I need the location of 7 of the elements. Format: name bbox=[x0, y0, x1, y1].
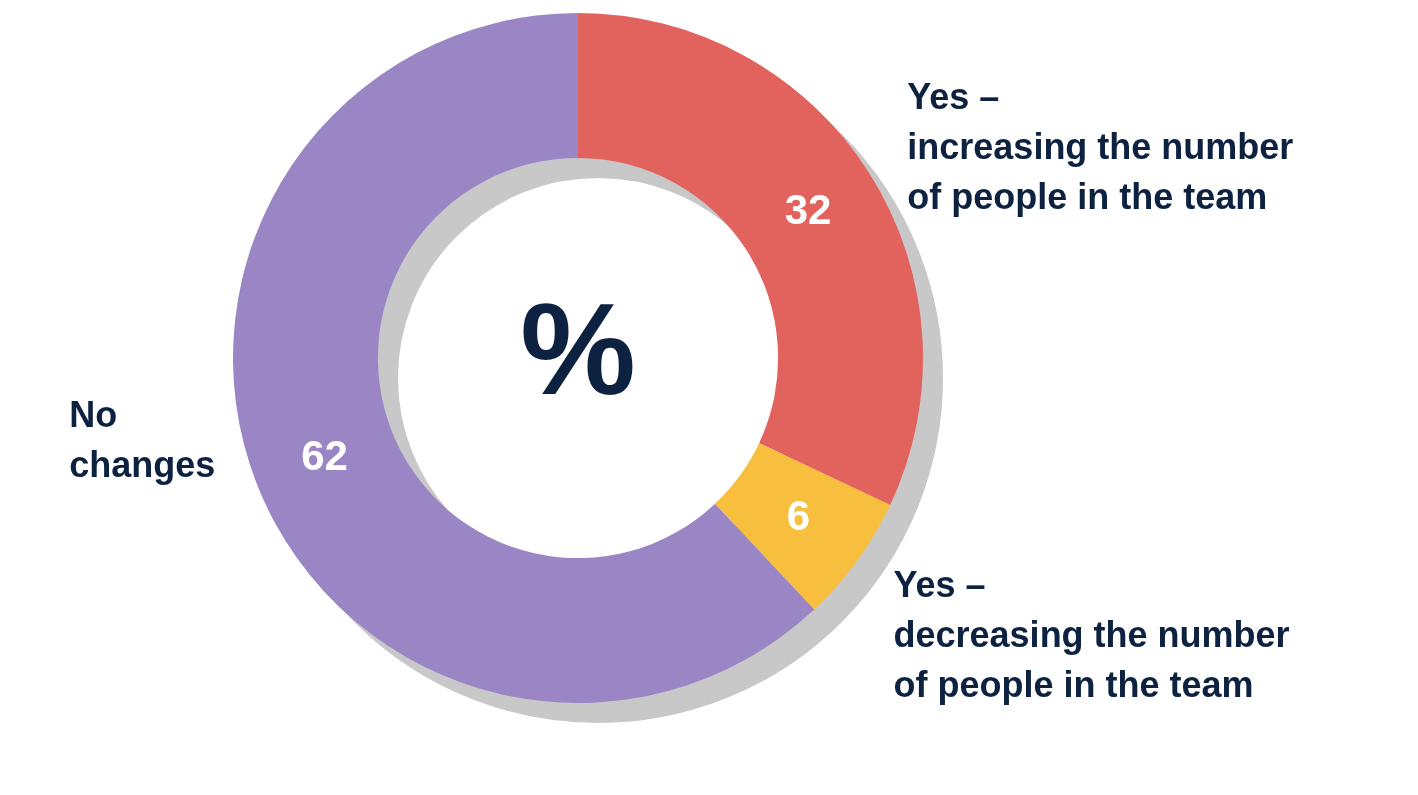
data-label: 62 bbox=[301, 431, 348, 479]
slice-label: Yes – decreasing the number of people in the team bbox=[893, 564, 1290, 706]
text: % bbox=[520, 275, 636, 422]
data-label: 6 bbox=[786, 491, 811, 539]
slice-label: No changes bbox=[69, 394, 216, 486]
data-label: 32 bbox=[784, 185, 832, 233]
slice-label: Yes – increasing the number of people in the team bbox=[907, 75, 1294, 217]
